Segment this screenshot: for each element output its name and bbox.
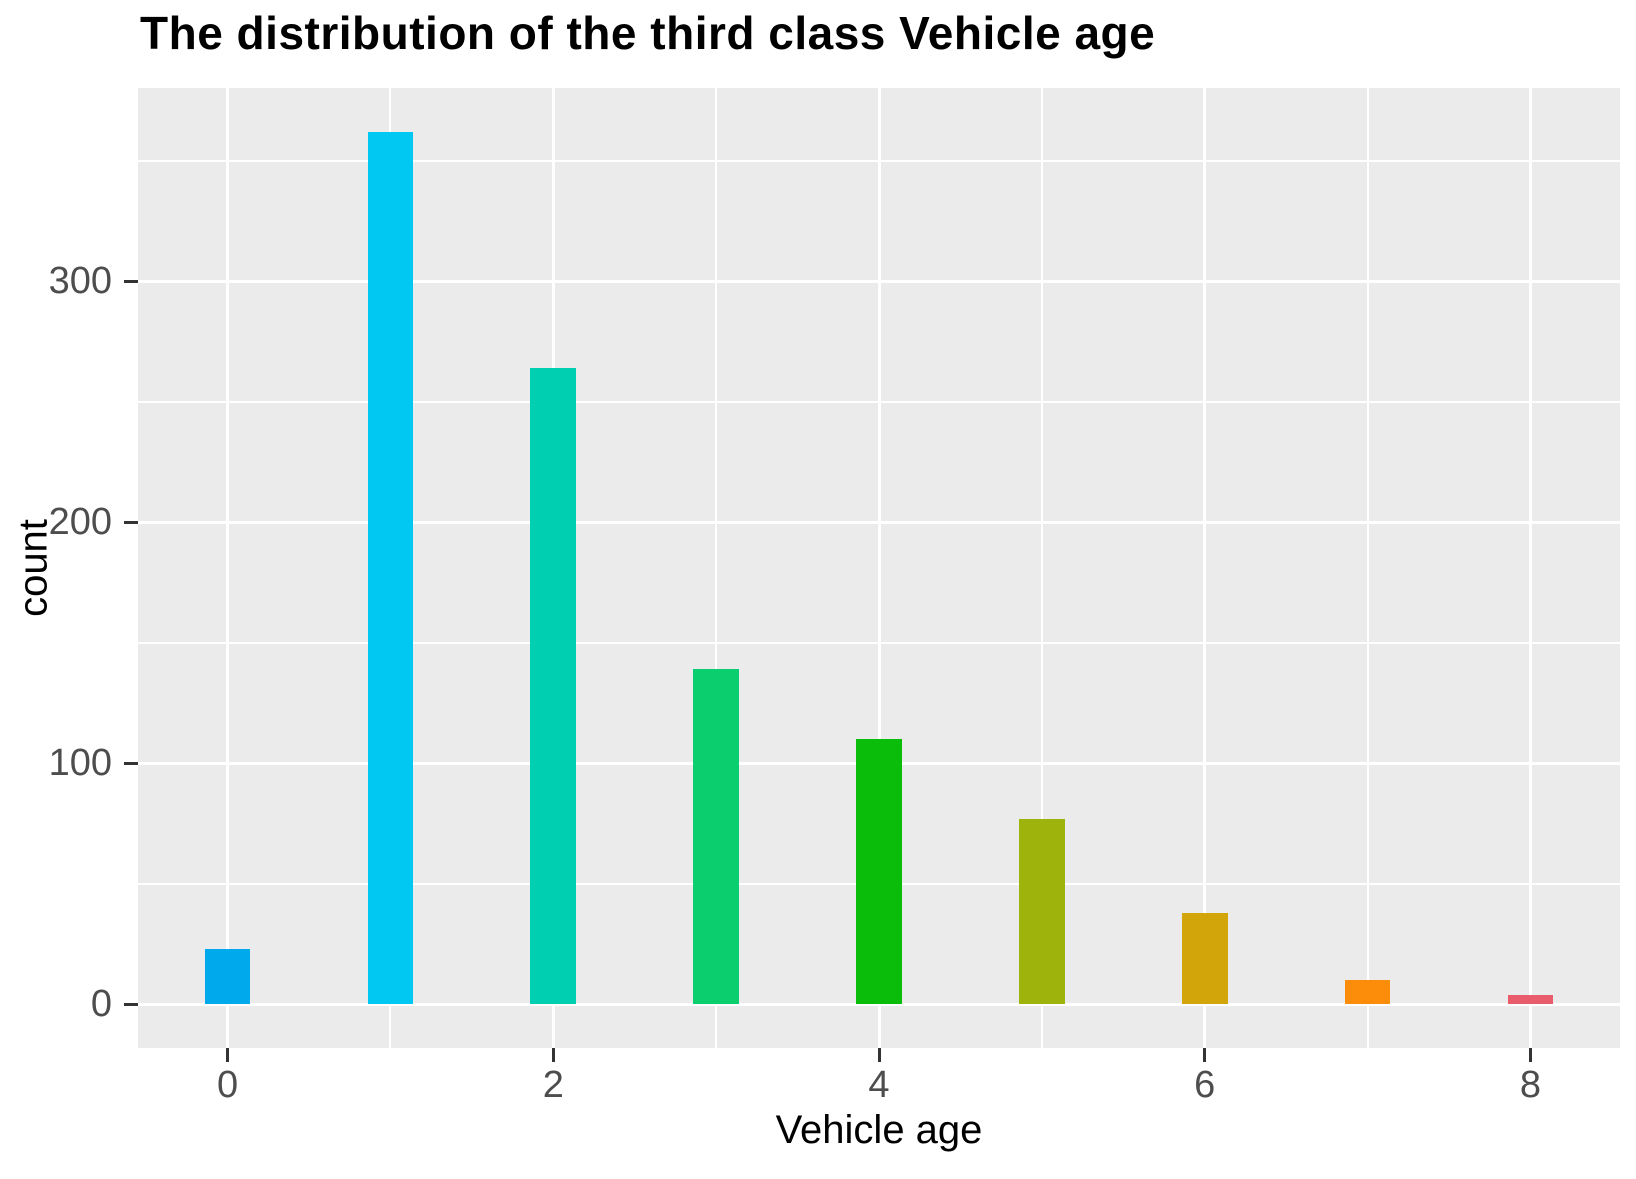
bar-x4	[856, 739, 902, 1005]
x-tick-mark	[1203, 1048, 1207, 1062]
plot-panel	[138, 88, 1620, 1048]
y-tick-label: 0	[90, 983, 112, 1026]
y-tick-mark	[124, 1002, 138, 1006]
x-tick-mark	[226, 1048, 230, 1062]
x-tick-label: 4	[868, 1064, 890, 1106]
bar-x5	[1019, 818, 1065, 1005]
y-tick-label: 300	[48, 260, 112, 303]
x-major-gridline	[877, 88, 881, 1048]
x-tick-mark	[877, 1048, 881, 1062]
x-minor-gridline	[1366, 88, 1369, 1048]
bar-x0	[204, 948, 251, 1005]
x-tick-label: 2	[542, 1064, 564, 1106]
y-tick-mark	[124, 761, 138, 765]
x-axis-title: Vehicle age	[775, 1108, 983, 1152]
bar-x2	[530, 367, 577, 1005]
x-tick-label: 6	[1194, 1064, 1216, 1106]
x-tick-label: 8	[1519, 1064, 1541, 1106]
x-major-gridline	[1203, 88, 1207, 1048]
x-minor-gridline	[1040, 88, 1043, 1048]
x-minor-gridline	[715, 88, 718, 1048]
x-major-gridline	[226, 88, 230, 1048]
y-tick-label: 100	[48, 742, 112, 785]
y-tick-label: 200	[48, 501, 112, 544]
y-tick-mark	[124, 520, 138, 524]
x-tick-mark	[551, 1048, 555, 1062]
bar-x1	[367, 131, 414, 1005]
x-tick-mark	[1528, 1048, 1532, 1062]
bar-x8	[1507, 994, 1554, 1005]
bar-x7	[1344, 980, 1391, 1005]
bar-x3	[693, 669, 739, 1005]
bar-x6	[1181, 912, 1228, 1005]
chart-title: The distribution of the third class Vehi…	[140, 7, 1156, 59]
x-tick-label: 0	[216, 1064, 239, 1106]
y-tick-mark	[124, 279, 138, 283]
x-major-gridline	[1528, 88, 1532, 1048]
